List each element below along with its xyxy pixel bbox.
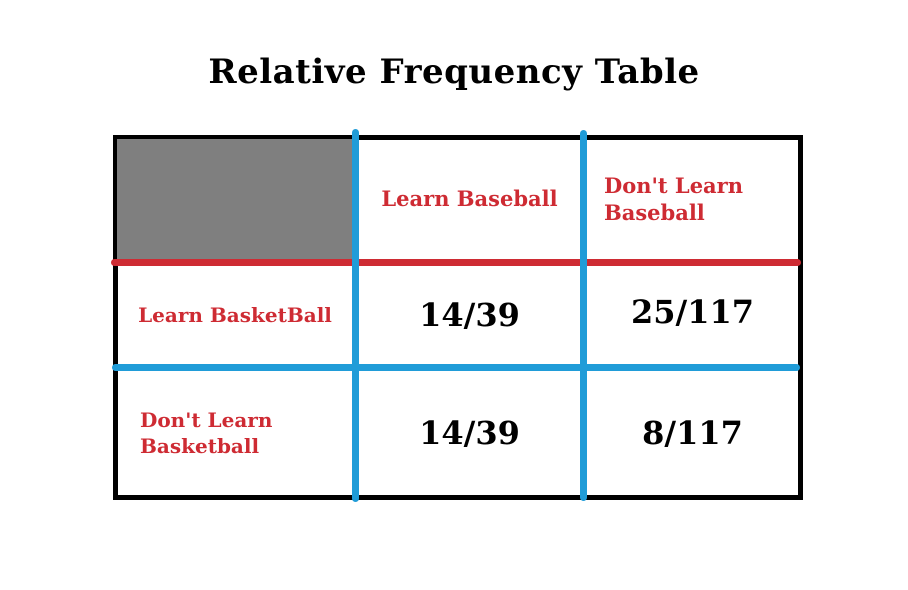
- row-divider-line: [112, 364, 800, 371]
- column-divider-line-2: [580, 130, 587, 501]
- col-header-dont-learn-baseball: Don't Learn Baseball: [604, 173, 743, 225]
- cell-learn-basketball-learn-baseball: 14/39: [419, 296, 520, 334]
- col-header-learn-baseball: Learn Baseball: [381, 186, 558, 212]
- corner-cell: [117, 139, 355, 262]
- cell-dont-learn-basketball-learn-baseball: 14/39: [419, 414, 520, 452]
- cell-dont-learn-basketball-dont-learn-baseball: 8/117: [642, 414, 743, 452]
- page-title: Relative Frequency Table: [208, 52, 700, 92]
- row-header-learn-basketball: Learn BasketBall: [138, 303, 332, 327]
- cell-learn-basketball-dont-learn-baseball: 25/117: [630, 293, 754, 331]
- header-divider-line: [111, 259, 801, 266]
- row-header-dont-learn-basketball: Don't Learn Basketball: [140, 408, 273, 458]
- column-divider-line-1: [352, 129, 359, 502]
